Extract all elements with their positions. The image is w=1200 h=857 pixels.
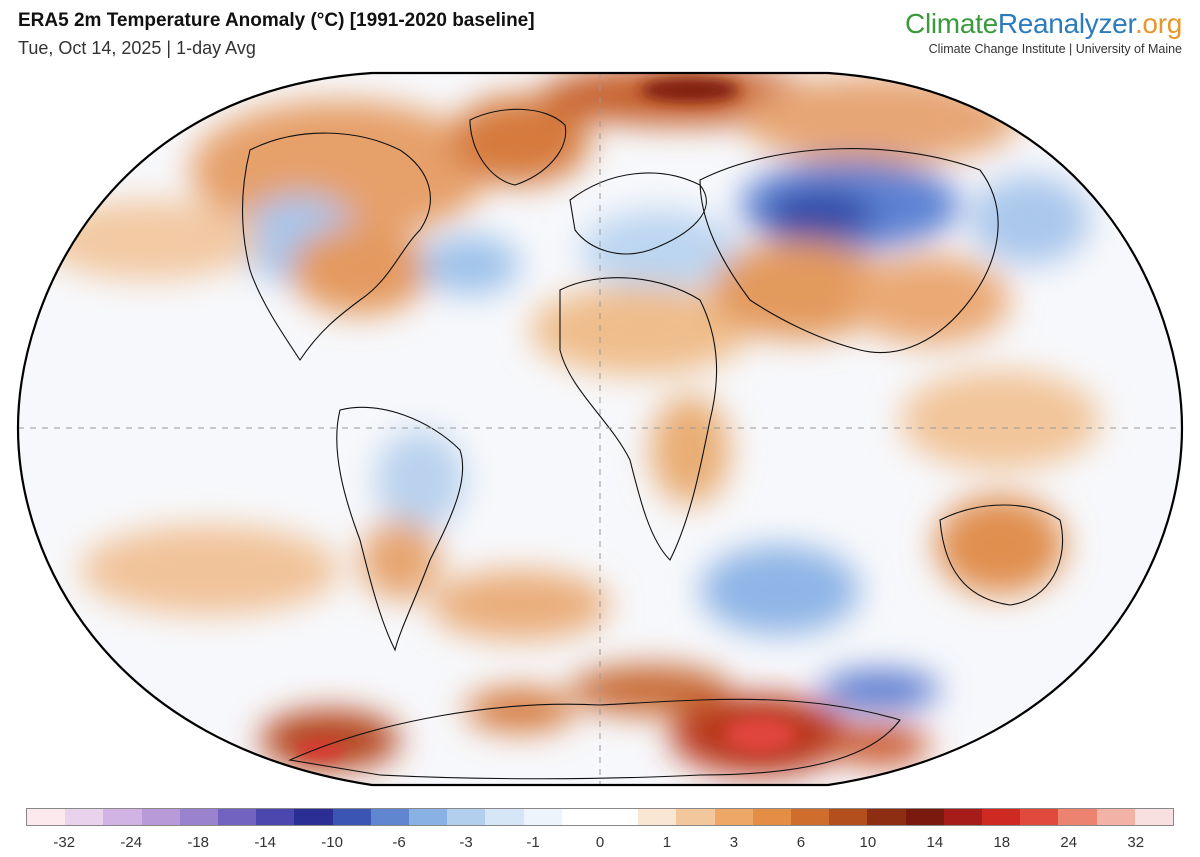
colorbar-tick-label: -32 bbox=[53, 834, 76, 851]
colorbar-swatch bbox=[141, 809, 180, 825]
australia-outline bbox=[939, 504, 1064, 606]
map-subtitle: Tue, Oct 14, 2025 | 1-day Avg bbox=[18, 38, 256, 58]
warm-south-pacific bbox=[80, 525, 340, 615]
south-america-outline bbox=[336, 406, 464, 652]
colorbar-swatch bbox=[179, 809, 219, 825]
colorbar-swatch bbox=[676, 809, 715, 825]
globe-border bbox=[16, 71, 1184, 787]
colorbar-tick-label: 24 bbox=[1060, 834, 1078, 851]
hot-core-antarctica-west bbox=[295, 740, 345, 760]
brand-name-part2: Reanalyzer bbox=[997, 8, 1135, 39]
colorbar-swatch bbox=[218, 809, 257, 825]
brand-tagline: Climate Change Institute | University of… bbox=[928, 42, 1182, 56]
world-map bbox=[16, 71, 1184, 787]
brand-name: ClimateReanalyzer.org bbox=[905, 8, 1182, 40]
cold-siberia-core bbox=[765, 190, 875, 240]
colorbar-swatch bbox=[523, 809, 562, 825]
colorbar-tick-label: 6 bbox=[796, 834, 806, 851]
antarctica-outline bbox=[288, 698, 901, 780]
colorbar-tick-label: -14 bbox=[254, 834, 276, 851]
warm-east-africa bbox=[650, 395, 730, 505]
colorbar-swatch bbox=[1020, 809, 1059, 825]
colorbar-tick-label: 1 bbox=[662, 834, 672, 851]
colorbar-tick-label: -24 bbox=[120, 834, 143, 851]
colorbar-swatch bbox=[1134, 809, 1174, 825]
graticule bbox=[18, 73, 1182, 785]
colorbar-swatch bbox=[905, 809, 944, 825]
colorbar-tick-label: -10 bbox=[321, 834, 343, 851]
colorbar-swatch bbox=[791, 809, 830, 825]
colorbar-tick-label: -3 bbox=[459, 834, 473, 851]
colorbar-tick-label: 32 bbox=[1127, 834, 1145, 851]
colorbar-swatch bbox=[103, 809, 142, 825]
colorbar-swatch bbox=[752, 809, 792, 825]
colorbar-tick-label: 14 bbox=[926, 834, 944, 851]
colorbar-swatch bbox=[27, 809, 66, 825]
colorbar-swatch bbox=[294, 809, 333, 825]
warm-china bbox=[850, 255, 1010, 345]
cool-far-east bbox=[970, 175, 1090, 265]
warm-antarctica-west bbox=[260, 710, 400, 770]
warm-south-atlantic bbox=[430, 570, 610, 640]
colorbar-swatch bbox=[943, 809, 983, 825]
map-title: ERA5 2m Temperature Anomaly (°C) [1991-2… bbox=[18, 10, 535, 31]
colorbar-swatch bbox=[485, 809, 524, 825]
warm-antarctica-pacific bbox=[830, 725, 930, 765]
brand-logo: ClimateReanalyzer.org Climate Change Ins… bbox=[905, 8, 1182, 56]
north-america-outline bbox=[241, 132, 431, 361]
anomaly-map-svg bbox=[16, 71, 1184, 787]
anomaly-cores bbox=[295, 78, 795, 760]
warm-pacific-north bbox=[40, 200, 260, 280]
colorbar-tick-label: -18 bbox=[187, 834, 210, 851]
europe-outline bbox=[569, 172, 707, 255]
colorbar-ticks: -32 -24 -18 -14 -10 -6 -3 -1 0 1 3 6 10 14 18 24 32 bbox=[26, 834, 1174, 854]
cool-amazon bbox=[375, 430, 465, 530]
colorbar-swatch bbox=[409, 809, 448, 825]
warm-weddell bbox=[465, 688, 575, 732]
colorbar-tick-label: 3 bbox=[729, 834, 739, 851]
hot-core-arctic bbox=[640, 78, 740, 102]
hot-core-antarctica bbox=[725, 717, 795, 753]
warm-north-africa bbox=[530, 285, 750, 375]
colorbar-tick-label: 18 bbox=[993, 834, 1011, 851]
colorbar-swatch bbox=[600, 809, 639, 825]
warm-west-pacific bbox=[900, 370, 1100, 470]
colorbar-tick-label: -6 bbox=[392, 834, 406, 851]
greenland-outline bbox=[469, 108, 567, 186]
colorbar-swatch bbox=[1058, 809, 1097, 825]
anomaly-field bbox=[18, 73, 1182, 785]
colorbar-swatch bbox=[332, 809, 371, 825]
colorbar-swatch bbox=[256, 809, 295, 825]
colorbar-swatch bbox=[982, 809, 1021, 825]
colorbar-swatch bbox=[370, 809, 410, 825]
colorbar-swatch bbox=[638, 809, 677, 825]
brand-name-part1: Climate bbox=[905, 8, 998, 39]
colorbar-swatch bbox=[447, 809, 486, 825]
colorbar-swatch bbox=[1096, 809, 1135, 825]
colorbar-swatch bbox=[867, 809, 906, 825]
cool-south-indian bbox=[700, 545, 860, 635]
colorbar-swatch bbox=[561, 809, 601, 825]
coastlines bbox=[241, 108, 1064, 780]
cold-southern-ocean bbox=[820, 670, 940, 710]
warm-central-asia bbox=[710, 240, 890, 340]
colorbar-tick-label: 0 bbox=[595, 834, 605, 851]
colorbar-tick-label: 10 bbox=[859, 834, 877, 851]
cool-atlantic bbox=[420, 235, 520, 295]
colorbar-swatch bbox=[65, 809, 104, 825]
colorbar-tick-label: -1 bbox=[526, 834, 540, 851]
warm-antarctic-coast bbox=[570, 665, 730, 715]
africa-outline bbox=[559, 277, 718, 561]
warm-argentina bbox=[360, 520, 440, 600]
colorbar-swatch bbox=[829, 809, 868, 825]
asia-outline bbox=[699, 148, 999, 354]
warm-arctic-east bbox=[740, 75, 1020, 165]
brand-name-part3: .org bbox=[1134, 8, 1182, 39]
warm-australia bbox=[935, 495, 1065, 595]
colorbar bbox=[26, 808, 1174, 826]
cool-europe bbox=[580, 210, 740, 290]
warm-us-east bbox=[290, 225, 430, 315]
colorbar-swatch bbox=[714, 809, 753, 825]
